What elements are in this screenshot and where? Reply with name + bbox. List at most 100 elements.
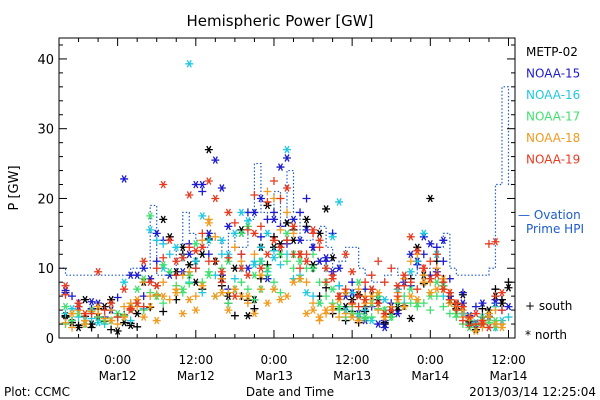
point-noaa-19-north: [185, 191, 194, 199]
point-noaa-19-south: [126, 304, 135, 313]
point-noaa-18-north: [224, 306, 233, 314]
y-tick-label: 40: [37, 53, 54, 68]
point-noaa-17-south: [185, 279, 194, 288]
point-noaa-19-south: [439, 278, 448, 287]
point-noaa-16-south: [335, 281, 344, 290]
point-metp-02-south: [419, 279, 428, 288]
point-noaa-16-south: [504, 313, 513, 322]
point-noaa-19-south: [491, 292, 500, 301]
footer-left: Plot: CCMC: [4, 385, 70, 399]
footer-right: 2013/03/14 12:25:04: [469, 385, 596, 399]
point-metp-02-north: [302, 215, 311, 224]
point-noaa-17-north: [165, 267, 174, 276]
point-noaa-19-south: [374, 257, 383, 266]
y-axis-label: P [GW]: [7, 165, 22, 210]
point-noaa-18-north: [198, 281, 207, 290]
point-noaa-19-north: [335, 292, 344, 300]
point-noaa-18-south: [165, 295, 174, 304]
point-noaa-16-south: [198, 288, 207, 297]
point-noaa-19-north: [426, 274, 435, 283]
point-noaa-19-north: [309, 226, 318, 234]
point-noaa-19-north: [413, 246, 422, 255]
x-tick-label-time: 12:00: [179, 353, 214, 367]
legend-item-noaa-19: NOAA-19: [526, 153, 580, 167]
point-noaa-16-south: [126, 316, 135, 325]
point-noaa-19-north: [276, 243, 285, 252]
point-noaa-15-north: [224, 222, 233, 231]
point-metp-02-north: [126, 321, 135, 330]
point-noaa-18-north: [315, 313, 324, 321]
point-noaa-19-north: [341, 250, 350, 259]
point-noaa-18-north: [185, 295, 194, 304]
point-noaa-17-north: [309, 264, 318, 273]
point-noaa-18-north: [309, 306, 318, 314]
point-noaa-18-north: [172, 288, 181, 297]
point-noaa-18-south: [302, 278, 311, 287]
point-noaa-19-north: [491, 237, 500, 246]
point-noaa-18-north: [256, 271, 265, 280]
point-noaa-16-north: [380, 295, 389, 304]
point-noaa-19-north: [296, 250, 305, 259]
point-noaa-18-north: [263, 299, 272, 307]
point-noaa-18-north: [178, 309, 187, 318]
point-noaa-18-south: [191, 292, 200, 301]
point-noaa-18-south: [152, 290, 161, 299]
ovation-model-line: [59, 86, 516, 283]
point-noaa-19-north: [243, 271, 252, 280]
point-noaa-18-south: [432, 264, 441, 273]
point-metp-02-north: [159, 215, 168, 224]
legend-item-noaa-18: NOAA-18: [526, 131, 580, 145]
point-noaa-18-south: [230, 243, 239, 252]
point-noaa-16-north: [191, 257, 200, 266]
point-noaa-15-north: [211, 156, 220, 164]
point-noaa-19-north: [322, 264, 331, 273]
point-noaa-19-south: [256, 222, 265, 231]
point-noaa-19-north: [172, 257, 181, 266]
point-noaa-19-south: [198, 229, 207, 238]
y-tick-label: 30: [37, 123, 54, 138]
point-noaa-18-north: [328, 302, 337, 311]
point-metp-02-south: [491, 285, 500, 294]
point-noaa-15-north: [380, 323, 389, 332]
point-noaa-19-south: [315, 243, 324, 252]
point-noaa-19-north: [354, 292, 363, 300]
point-noaa-19-north: [367, 285, 376, 293]
point-noaa-15-south: [198, 187, 207, 196]
point-noaa-19-north: [445, 288, 454, 297]
point-noaa-19-north: [289, 222, 298, 231]
point-noaa-19-north: [283, 184, 291, 192]
point-noaa-16-south: [165, 250, 174, 259]
point-noaa-15-north: [283, 154, 291, 162]
point-noaa-18-north: [107, 316, 116, 325]
point-noaa-19-south: [224, 253, 233, 262]
point-noaa-19-north: [133, 299, 142, 307]
point-noaa-19-north: [458, 302, 467, 311]
point-noaa-15-north: [152, 229, 161, 238]
point-noaa-18-north: [354, 316, 363, 325]
chart-title: Hemispheric Power [GW]: [187, 12, 374, 30]
point-noaa-18-north: [497, 323, 506, 332]
point-noaa-19-south: [243, 225, 252, 234]
point-noaa-19-north: [361, 295, 370, 304]
point-noaa-19-south: [322, 278, 331, 287]
point-noaa-18-north: [302, 309, 311, 318]
point-noaa-15-south: [439, 257, 448, 266]
point-metp-02-south: [107, 325, 116, 334]
point-noaa-18-south: [374, 306, 383, 315]
point-noaa-18-south: [198, 236, 207, 245]
plot-area-frame: [58, 37, 516, 339]
legend-item-metp-02: METP-02: [526, 45, 578, 59]
legend-model-line1: — Ovation: [518, 208, 581, 222]
point-noaa-17-south: [283, 257, 291, 266]
point-metp-02-north: [185, 260, 194, 269]
point-noaa-19-south: [341, 285, 350, 294]
point-noaa-17-south: [250, 295, 259, 304]
point-metp-02-north: [283, 219, 291, 227]
point-noaa-18-north: [204, 219, 213, 227]
point-noaa-18-south: [341, 309, 350, 318]
point-noaa-19-north: [159, 180, 168, 189]
point-metp-02-south: [204, 234, 213, 243]
point-noaa-18-north: [426, 288, 435, 297]
point-noaa-19-north: [387, 306, 396, 314]
